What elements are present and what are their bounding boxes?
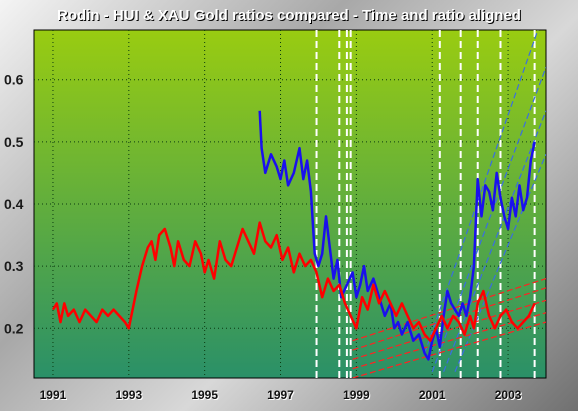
x-tick-label-shadow: 1999 [344,389,371,403]
x-tick-label: 2001 [419,388,446,402]
y-axis-ticks: 0.2 0.3 0.4 0.5 0.6 [4,72,24,337]
trend-channel-line [454,154,546,373]
chart-title-shadow: Rodin - HUI & XAU Gold ratios compared -… [58,8,522,25]
series [51,110,536,361]
x-tick-label-shadow: 1995 [192,389,219,403]
x-tick-label: 1991 [40,388,67,402]
x-tick-label-shadow: 2001 [420,389,447,403]
x-tick-label-shadow: 2003 [496,389,523,403]
y-tick-label: 0.6 [4,72,24,88]
y-tick-label: 0.5 [4,134,24,150]
y-tick-label: 0.4 [4,196,24,212]
x-tick-label-shadow: 1997 [268,389,295,403]
x-tick-label-shadow: 1993 [116,389,143,403]
y-tick-label: 0.2 [4,320,24,336]
series-line [258,110,536,361]
x-tick-label: 2003 [495,388,522,402]
vertical-markers [315,30,536,378]
x-tick-label-shadow: 1991 [41,389,68,403]
trend-channel-line [352,299,546,360]
x-tick-label: 1993 [115,388,142,402]
series-line [51,221,536,342]
x-tick-label: 1997 [267,388,294,402]
trend-channel-line [352,312,546,370]
trend-channel-line [352,278,546,342]
grid [34,30,546,378]
chart-title: Rodin - HUI & XAU Gold ratios compared -… [57,7,521,24]
x-tick-label: 1995 [191,388,218,402]
x-tick-label: 1999 [343,388,370,402]
trend-channel-line [352,287,546,351]
trend-channel-line [352,321,546,378]
trend-channel-line [424,30,539,354]
y-tick-label: 0.3 [4,258,24,274]
